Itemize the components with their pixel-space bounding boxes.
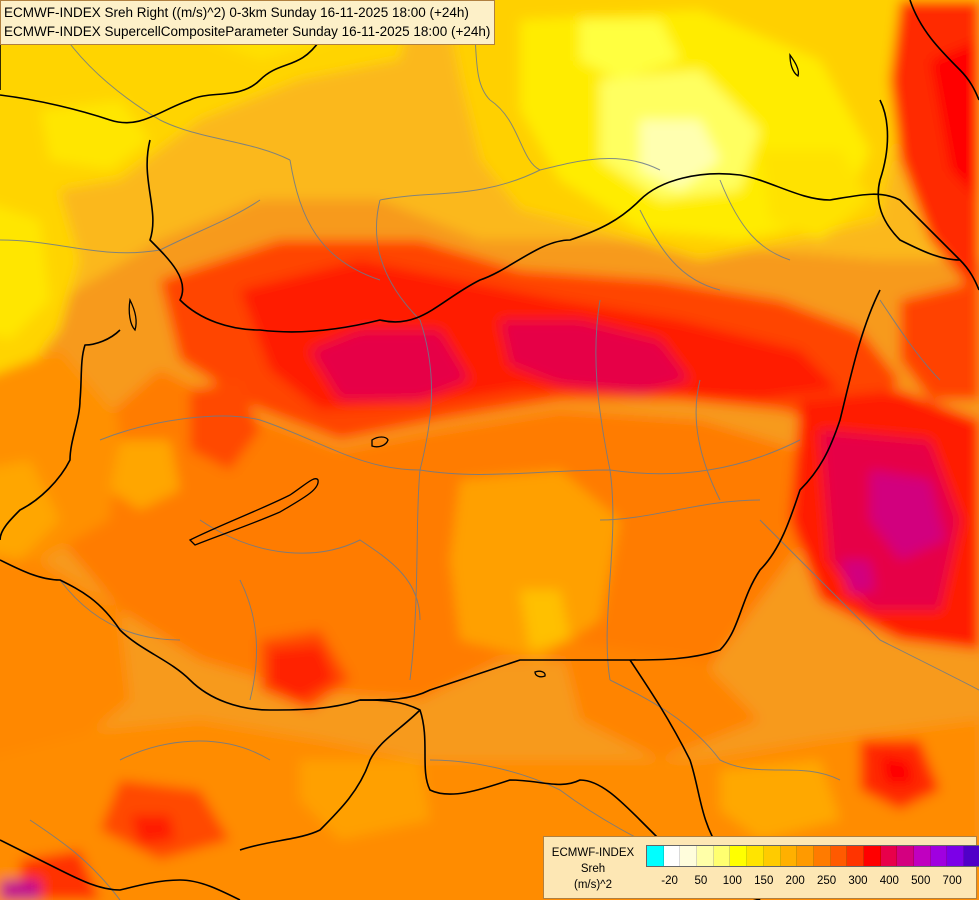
legend-swatch	[780, 846, 798, 866]
legend-unit: (m/s)^2	[574, 879, 612, 891]
legend-tick-label: 250	[816, 875, 837, 887]
legend-swatch	[647, 846, 664, 866]
legend-swatch	[747, 846, 764, 866]
legend-swatch	[897, 846, 914, 866]
title-line-2: ECMWF-INDEX SupercellCompositeParameter …	[4, 24, 491, 39]
legend-swatch	[930, 846, 948, 866]
map-title-box: ECMWF-INDEX Sreh Right ((m/s)^2) 0-3km S…	[0, 0, 496, 45]
legend-swatch	[763, 846, 781, 866]
legend-swatch	[830, 846, 848, 866]
legend-tick-label: 700	[942, 875, 962, 887]
legend-tick-label: 200	[785, 875, 805, 887]
legend-tick-label: -20	[661, 875, 678, 887]
legend-swatch	[947, 846, 965, 866]
lakes	[128, 52, 800, 678]
legend-swatch	[663, 846, 681, 866]
legend-swatch	[964, 846, 979, 866]
legend-swatch	[713, 846, 731, 866]
legend-tick-label: 400	[879, 875, 899, 887]
legend-tick-label: 500	[911, 875, 931, 887]
legend-swatch	[847, 846, 864, 866]
legend-swatch	[914, 846, 931, 866]
legend-swatch	[697, 846, 714, 866]
color-legend: ECMWF-INDEX Sreh (m/s)^2 -20 50 100 150 200 2…	[543, 836, 979, 899]
legend-swatch	[680, 846, 698, 866]
legend-swatch	[813, 846, 831, 866]
legend-tick-label: 150	[754, 875, 774, 887]
legend-swatch	[880, 846, 898, 866]
legend-tick-label: 100	[722, 875, 742, 887]
legend-variable: Sreh	[580, 863, 606, 875]
title-line-1: ECMWF-INDEX Sreh Right ((m/s)^2) 0-3km S…	[4, 5, 469, 20]
legend-title: ECMWF-INDEX Sreh (m/s)^2	[546, 845, 640, 893]
legend-tick-label: 50	[694, 875, 708, 887]
legend-tick-labels: -20 50 100 150 200 250 300 400 500 700	[646, 875, 976, 891]
legend-source: ECMWF-INDEX	[551, 847, 635, 859]
legend-swatch	[730, 846, 748, 866]
legend-swatch	[863, 846, 881, 866]
legend-tick-label: 300	[848, 875, 868, 887]
legend-swatch	[797, 846, 814, 866]
legend-color-bar	[646, 845, 979, 867]
